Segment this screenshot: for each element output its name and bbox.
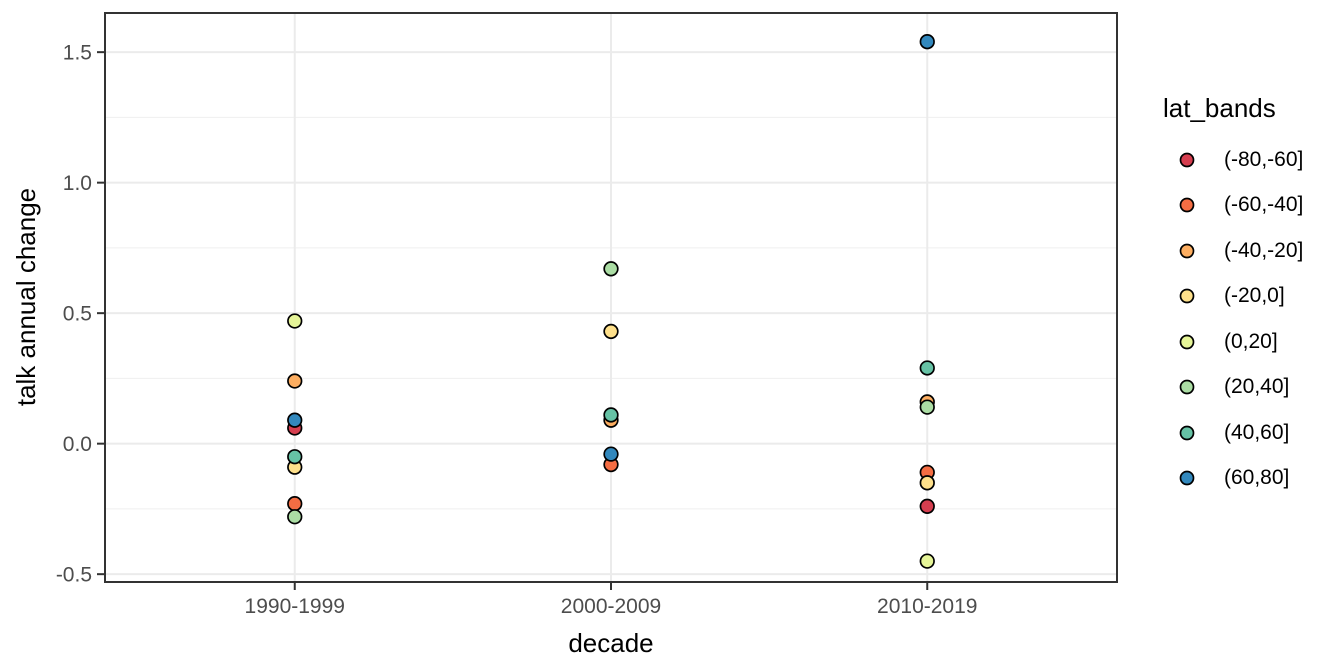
legend-title: lat_bands xyxy=(1163,93,1276,123)
legend: lat_bands (-80,-60] (-60,-40] (-40,-20] (-2… xyxy=(1163,92,1303,489)
data-point xyxy=(919,360,935,376)
y-tick-label: 0.5 xyxy=(63,303,92,326)
legend-key-dot-icon xyxy=(1179,334,1195,350)
legend-item-label: (40,60] xyxy=(1224,420,1290,444)
legend-key-dot-icon xyxy=(1179,379,1195,395)
legend-key-dot-icon xyxy=(1179,288,1195,304)
legend-item: (-20,0] xyxy=(1177,274,1303,320)
y-tick-label: -0.5 xyxy=(56,564,92,587)
data-point xyxy=(919,475,935,491)
legend-item-label: (-40,-20] xyxy=(1224,238,1304,262)
legend-key-dot-icon xyxy=(1179,243,1195,259)
data-point xyxy=(287,509,303,525)
y-tick-label: 0.0 xyxy=(63,433,92,456)
legend-key-dot-icon xyxy=(1179,470,1195,486)
data-point xyxy=(603,446,619,462)
x-tick-label: 1990-1999 xyxy=(245,595,345,618)
data-point xyxy=(287,449,303,465)
y-tick-label: 1.0 xyxy=(63,172,92,195)
legend-item: (20,40] xyxy=(1177,365,1303,411)
legend-item: (-60,-40] xyxy=(1177,183,1303,229)
x-axis-title: decade xyxy=(568,628,654,658)
x-tick-label: 2010-2019 xyxy=(877,595,977,618)
data-point xyxy=(287,373,303,389)
data-point xyxy=(603,261,619,277)
legend-item: (40,60] xyxy=(1177,410,1303,456)
legend-key-dot-icon xyxy=(1179,425,1195,441)
data-point xyxy=(287,496,303,512)
data-point xyxy=(603,407,619,423)
y-axis-title: talk annual change xyxy=(11,187,41,407)
data-point xyxy=(919,34,935,50)
data-point xyxy=(603,323,619,340)
legend-item: (0,20] xyxy=(1177,319,1303,365)
legend-item-label: (60,80] xyxy=(1224,466,1290,490)
legend-item-label: (-80,-60] xyxy=(1224,147,1304,171)
y-tick-label: 1.5 xyxy=(63,42,92,65)
x-tick-label: 2000-2009 xyxy=(561,595,661,618)
legend-item-label: (0,20] xyxy=(1224,329,1278,353)
legend-item: (-80,-60] xyxy=(1177,137,1303,183)
legend-item: (-40,-20] xyxy=(1177,228,1303,274)
legend-item-label: (20,40] xyxy=(1224,375,1290,399)
legend-key-dot-icon xyxy=(1179,197,1195,213)
legend-item-label: (-20,0] xyxy=(1224,284,1285,308)
legend-item-label: (-60,-40] xyxy=(1224,193,1304,217)
data-point xyxy=(919,498,935,514)
data-point xyxy=(919,553,935,569)
legend-items: (-80,-60] (-60,-40] (-40,-20] (-20,0] (0,20]… xyxy=(1177,137,1303,501)
legend-key-dot-icon xyxy=(1179,152,1195,168)
data-point xyxy=(287,313,303,329)
data-point xyxy=(919,399,935,415)
data-point xyxy=(287,412,303,428)
legend-item: (60,80] xyxy=(1177,456,1303,502)
